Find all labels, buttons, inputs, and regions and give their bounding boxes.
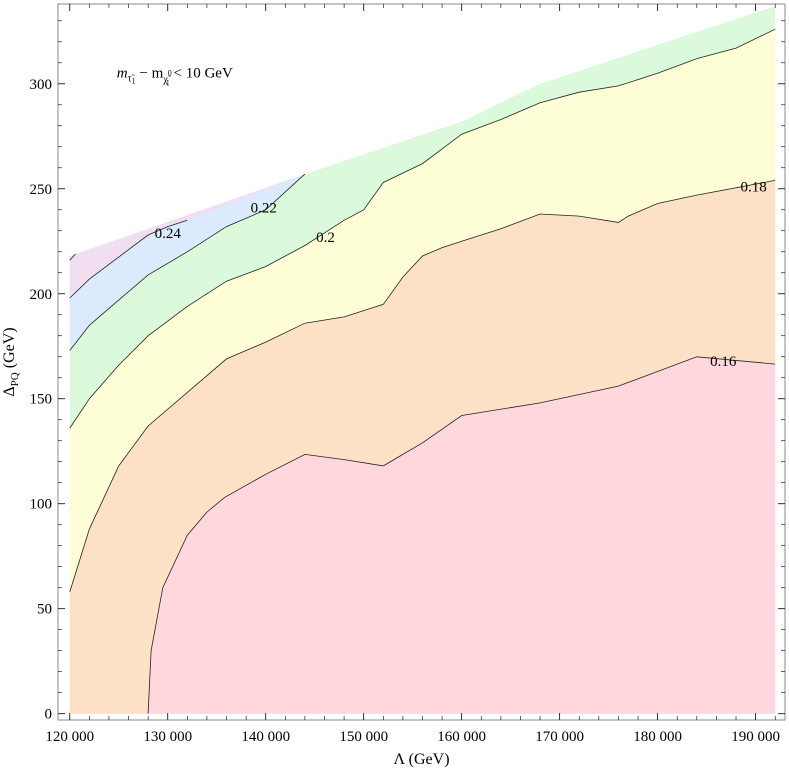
plot-frame <box>57 3 786 721</box>
region-purple-top <box>69 220 188 298</box>
x-tick-label: 190 000 <box>731 729 780 745</box>
contour-lines <box>69 28 776 714</box>
x-tick-label: 130 000 <box>143 729 192 745</box>
contour-line-0.16 <box>147 356 776 714</box>
contour-line-0.2 <box>69 28 776 429</box>
region-green <box>69 6 776 429</box>
contour-line-0.22 <box>69 173 306 351</box>
x-tick-label: 140 000 <box>241 729 290 745</box>
contour-label-0.22: 0.22 <box>251 201 277 217</box>
x-tick-label: 170 000 <box>535 729 584 745</box>
y-tick-label: 200 <box>30 287 53 303</box>
y-tick-label: 150 <box>30 392 53 408</box>
region-blue <box>69 174 305 351</box>
chart-annotation: mτ̃1 − mχ̃0 1 < 10 GeV <box>117 65 233 87</box>
x-tick-label: 120 000 <box>45 729 94 745</box>
contour-line-edge <box>69 253 76 261</box>
x-tick-label: 160 000 <box>437 729 486 745</box>
contour-label-0.24: 0.24 <box>155 226 182 242</box>
contour-line-0.24 <box>69 219 188 299</box>
contour-label-0.2: 0.2 <box>316 230 335 246</box>
x-axis-ticks: 120 000 130 000 140 000 150 000 160 000 170 0… <box>45 4 780 745</box>
y-tick-label: 250 <box>30 182 53 198</box>
y-axis-title: ΔPQ (GeV) <box>1 327 21 396</box>
x-tick-label: 180 000 <box>633 729 682 745</box>
region-pink <box>148 356 776 714</box>
x-tick-label: 150 000 <box>339 729 388 745</box>
y-tick-label: 100 <box>30 497 53 513</box>
x-axis-title: Λ (GeV) <box>393 751 449 768</box>
region-orange <box>69 180 776 714</box>
y-axis-ticks: 0 50 100 150 200 250 300 <box>30 20 785 723</box>
contour-line-0.18 <box>69 180 776 593</box>
contour-label-0.16: 0.16 <box>710 354 737 370</box>
contour-label-0.18: 0.18 <box>741 180 767 196</box>
contour-regions <box>69 6 776 714</box>
y-tick-label: 300 <box>30 77 53 93</box>
y-tick-label: 50 <box>37 602 52 618</box>
contour-labels: 0.16 0.18 0.2 0.22 0.24 <box>155 180 767 370</box>
y-tick-label: 0 <box>45 707 53 723</box>
region-yellow <box>69 29 776 592</box>
